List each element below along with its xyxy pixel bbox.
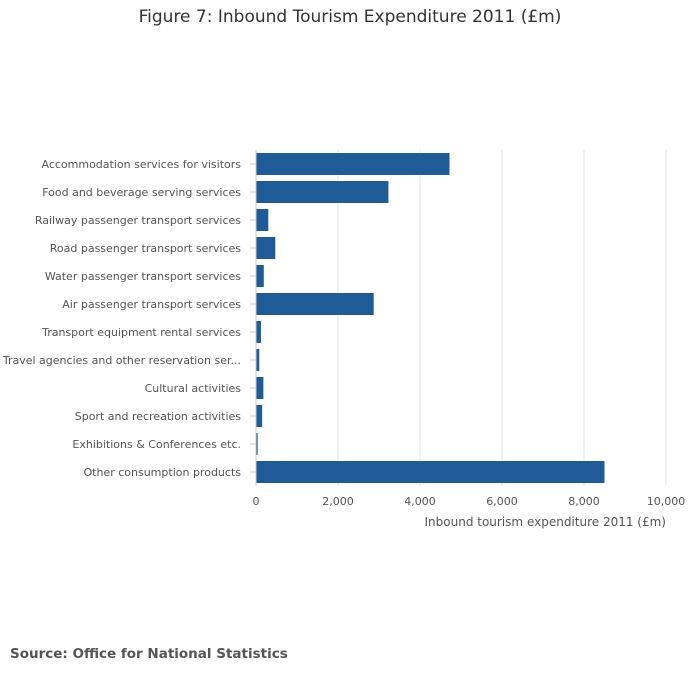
- bar: [256, 405, 263, 427]
- x-tick-label: 10,000: [647, 495, 686, 508]
- category-label: Railway passenger transport services: [35, 214, 241, 227]
- category-label: Road passenger transport services: [50, 242, 242, 255]
- bars: [256, 153, 605, 483]
- category-label: Cultural activities: [145, 382, 242, 395]
- bar: [256, 265, 264, 287]
- x-tick-label: 8,000: [568, 495, 600, 508]
- gridlines: [337, 150, 667, 486]
- x-tick-label: 0: [253, 495, 260, 508]
- category-labels: Accommodation services for visitors Food …: [2, 158, 256, 479]
- bar: [256, 293, 374, 315]
- category-label: Water passenger transport services: [45, 270, 241, 283]
- bar: [256, 209, 269, 231]
- bar: [256, 153, 450, 175]
- category-label: Transport equipment rental services: [41, 326, 241, 339]
- bar: [256, 461, 605, 483]
- bar: [256, 237, 276, 259]
- bar: [256, 433, 258, 455]
- x-tick-label: 6,000: [486, 495, 518, 508]
- x-axis-label: Inbound tourism expenditure 2011 (£m): [425, 515, 666, 529]
- category-label: Air passenger transport services: [62, 298, 241, 311]
- bar: [256, 377, 264, 399]
- x-tick-label: 4,000: [404, 495, 436, 508]
- category-label: Other consumption products: [84, 466, 242, 479]
- category-label: Sport and recreation activities: [75, 410, 242, 423]
- category-label: Food and beverage serving services: [42, 186, 241, 199]
- source-note: Source: Office for National Statistics: [10, 646, 288, 662]
- category-label: Exhibitions & Conferences etc.: [72, 438, 241, 451]
- x-tick-label: 2,000: [322, 495, 354, 508]
- category-label: Travel agencies and other reservation se…: [2, 354, 241, 367]
- x-tick-labels: 0 2,000 4,000 6,000 8,000 10,000: [253, 495, 686, 508]
- bar: [256, 349, 260, 371]
- bar: [256, 321, 261, 343]
- category-label: Accommodation services for visitors: [41, 158, 241, 171]
- chart-title: Figure 7: Inbound Tourism Expenditure 20…: [138, 7, 562, 27]
- bar: [256, 181, 389, 203]
